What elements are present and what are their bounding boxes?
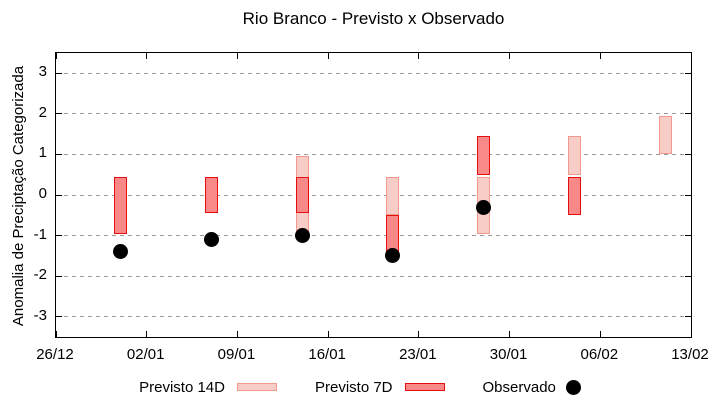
x-tick-bottom — [146, 331, 148, 337]
y-tick-left — [56, 235, 62, 237]
x-tick-bottom — [327, 331, 329, 337]
gridline-y-1 — [56, 235, 691, 237]
observed-dot-21-01 — [385, 248, 401, 264]
legend-observed-dot-icon — [565, 379, 581, 395]
x-tick-top — [55, 53, 57, 59]
x-tick-label: 30/01 — [489, 346, 528, 363]
gridline-y3 — [56, 72, 691, 74]
x-tick-label: 13/02 — [671, 346, 709, 363]
observed-dot-31-12 — [113, 244, 129, 260]
x-tick-label: 09/01 — [217, 346, 256, 363]
bar-previsto-7d-04-02 — [567, 176, 581, 216]
y-tick-left — [56, 72, 62, 74]
legend-label-previsto-7d: Previsto 7D — [314, 378, 393, 396]
x-tick-top — [599, 53, 601, 59]
y-tick-label: -2 — [33, 266, 47, 284]
y-tick-left — [56, 153, 62, 155]
y-tick-right — [685, 194, 691, 196]
x-tick-bottom — [236, 331, 238, 337]
observed-dot-28-01 — [476, 199, 492, 215]
y-tick-label: 3 — [38, 63, 47, 81]
y-tick-left — [56, 113, 62, 115]
y-tick-label: -1 — [33, 225, 47, 243]
bar-previsto-7d-31-12 — [114, 176, 128, 234]
x-tick-label: 23/01 — [399, 346, 437, 363]
y-tick-right — [685, 316, 691, 318]
y-tick-left — [56, 316, 62, 318]
x-tick-top — [509, 53, 511, 59]
x-tick-top — [146, 53, 148, 59]
bar-previsto-7d-28-01 — [477, 136, 491, 175]
x-tick-label: 06/02 — [580, 346, 619, 363]
y-tick-label: 2 — [38, 103, 47, 121]
bar-previsto-14d-11-02 — [658, 115, 672, 155]
y-tick-label: 0 — [38, 185, 47, 202]
observed-dot-07-01 — [204, 232, 219, 248]
legend-swatch-previsto-7d-icon — [404, 383, 445, 391]
x-tick-bottom — [599, 331, 601, 337]
x-tick-top — [327, 53, 329, 59]
observed-dot-14-01 — [294, 228, 310, 244]
x-tick-top — [690, 53, 692, 59]
y-tick-right — [685, 153, 691, 155]
bar-previsto-7d-14-01 — [295, 176, 309, 214]
gridline-y-3 — [56, 316, 691, 318]
gridline-y1 — [56, 153, 691, 155]
bar-previsto-7d-07-01 — [205, 176, 218, 214]
x-tick-label: 16/01 — [308, 346, 346, 363]
y-tick-left — [56, 275, 62, 277]
chart-title: Rio Branco - Previsto x Observado — [242, 9, 505, 28]
gridline-y2 — [56, 113, 691, 115]
x-tick-bottom — [418, 331, 420, 337]
plot-area — [55, 52, 692, 338]
x-tick-bottom — [509, 331, 511, 337]
legend: Previsto 14D Previsto 7D Observado — [0, 376, 720, 398]
gridline-y0 — [56, 194, 691, 196]
gridline-y-2 — [56, 275, 691, 277]
bar-previsto-7d-21-01 — [386, 215, 400, 252]
legend-label-observado: Observado — [482, 378, 556, 396]
y-tick-left — [56, 194, 62, 196]
x-tick-bottom — [690, 331, 692, 337]
x-tick-top — [418, 53, 420, 59]
y-tick-right — [685, 235, 691, 237]
legend-label-previsto-14d: Previsto 14D — [139, 378, 225, 396]
y-tick-right — [685, 113, 691, 115]
bar-previsto-14d-21-01 — [386, 176, 400, 216]
x-tick-bottom — [55, 331, 57, 337]
bar-previsto-14d-04-02 — [567, 136, 581, 175]
legend-swatch-previsto-14d-icon — [236, 383, 277, 391]
y-tick-right — [685, 275, 691, 277]
x-tick-label: 26/12 — [36, 346, 74, 363]
y-tick-right — [685, 72, 691, 74]
x-tick-top — [236, 53, 238, 59]
y-tick-label: 1 — [38, 144, 47, 162]
x-tick-label: 02/01 — [126, 346, 165, 363]
y-tick-label: -3 — [33, 306, 47, 324]
